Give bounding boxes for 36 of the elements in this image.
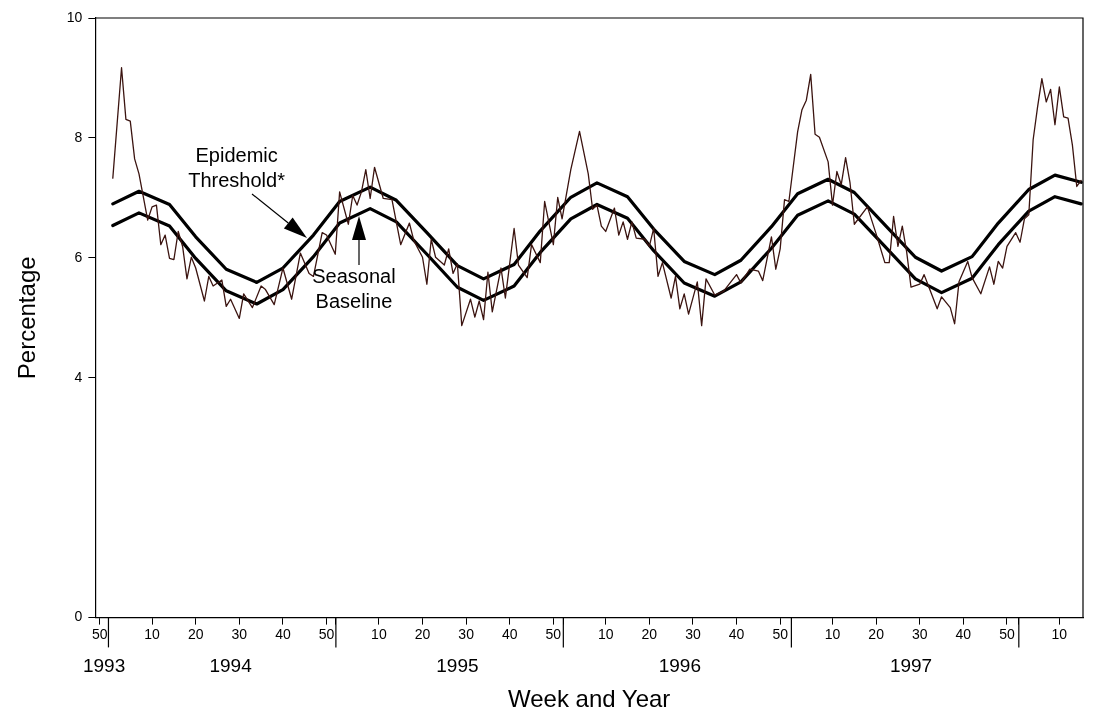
annotation: Seasonal Baseline [312,265,396,313]
x-tick-label: 10 [371,625,387,642]
x-tick-label: 50 [772,625,789,642]
x-tick-label: 30 [685,625,701,642]
x2-tick-label: 1994 [209,655,253,677]
y-tick-label: 10 [66,8,83,25]
x-tick-label: 20 [641,625,658,642]
x-tick-label: 40 [501,625,518,642]
y-tick-label: 6 [74,248,83,265]
x2-tick-label: 1997 [889,655,933,677]
x2-tick-label: 1996 [658,655,701,677]
y-tick-label: 8 [74,128,83,145]
x2-tick-label: 1995 [436,655,479,677]
x-tick-label: 20 [868,625,885,642]
y-axis-title: Percentage [13,256,41,380]
x-tick-label: 10 [1051,625,1068,642]
x-tick-label: 10 [144,625,161,642]
x-tick-label: 20 [414,625,431,642]
x-axis-title: Week and Year [508,685,671,713]
x-tick-label: 50 [91,625,108,642]
x-tick-label: 30 [911,625,928,642]
x-tick-label: 20 [187,625,204,642]
annotation: Epidemic Threshold* [188,143,286,191]
x2-tick-label: 1993 [82,655,126,677]
x-tick-label: 10 [824,625,841,642]
x-tick-label: 30 [231,625,248,642]
x-tick-label: 50 [999,625,1015,642]
x-tick-label: 40 [728,625,745,642]
x-tick-label: 50 [318,625,335,642]
x-tick-label: 30 [458,625,475,642]
x-tick-label: 10 [597,625,614,642]
x-tick-label: 40 [955,625,972,642]
y-tick-label: 0 [74,608,83,625]
x-tick-label: 50 [545,625,562,642]
y-tick-label: 4 [74,368,83,385]
x-tick-label: 40 [275,625,291,642]
